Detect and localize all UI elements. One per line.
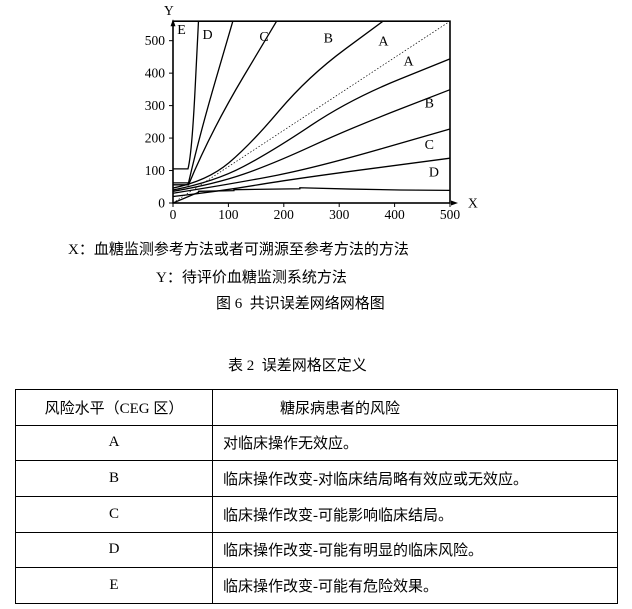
svg-text:0: 0 xyxy=(158,196,165,211)
svg-text:200: 200 xyxy=(145,131,166,146)
svg-text:A: A xyxy=(378,35,389,50)
svg-text:100: 100 xyxy=(145,163,166,178)
svg-text:500: 500 xyxy=(440,207,461,222)
svg-text:D: D xyxy=(429,166,439,181)
svg-text:0: 0 xyxy=(170,207,177,222)
svg-text:X: X xyxy=(468,196,478,211)
svg-text:400: 400 xyxy=(145,66,166,81)
svg-text:B: B xyxy=(425,97,434,112)
svg-text:300: 300 xyxy=(329,207,350,222)
svg-text:E: E xyxy=(177,23,186,38)
svg-text:Y: Y xyxy=(164,3,174,18)
svg-text:C: C xyxy=(425,138,434,153)
svg-text:C: C xyxy=(259,30,268,45)
svg-text:B: B xyxy=(324,31,333,46)
svg-text:500: 500 xyxy=(145,33,166,48)
svg-text:200: 200 xyxy=(274,207,295,222)
svg-text:A: A xyxy=(404,54,415,69)
svg-text:300: 300 xyxy=(145,98,166,113)
svg-text:400: 400 xyxy=(384,207,405,222)
svg-text:100: 100 xyxy=(218,207,239,222)
svg-text:D: D xyxy=(203,28,213,43)
